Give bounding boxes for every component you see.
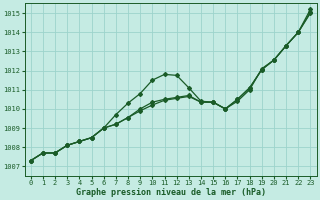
X-axis label: Graphe pression niveau de la mer (hPa): Graphe pression niveau de la mer (hPa) xyxy=(76,188,266,197)
